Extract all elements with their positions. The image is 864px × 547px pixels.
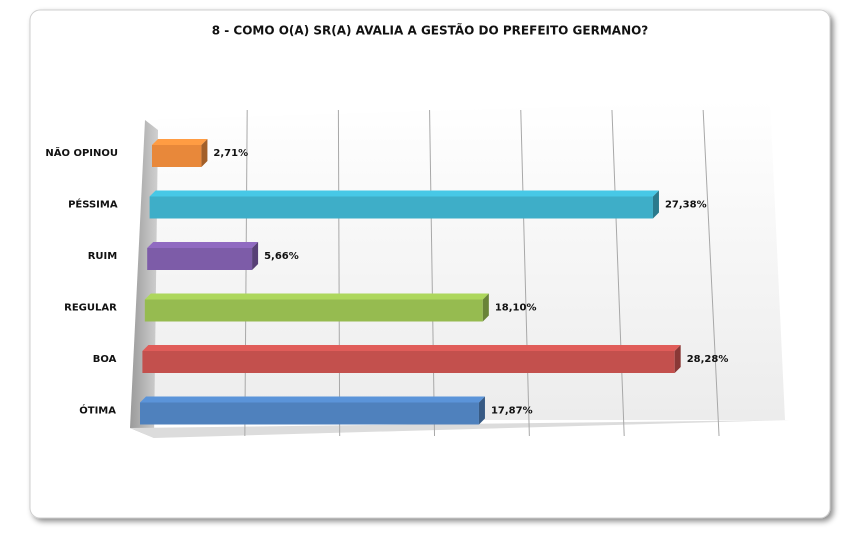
value-label: 28,28% <box>687 354 729 365</box>
bar-top <box>149 190 659 197</box>
grid-line <box>520 109 530 437</box>
grid-line <box>429 109 436 437</box>
bar <box>140 402 479 425</box>
y-tick-label: NÃO OPINOU <box>45 146 118 159</box>
grid-line <box>244 109 248 437</box>
bar-top <box>152 139 208 145</box>
plot-back <box>150 100 785 420</box>
grid-line <box>611 109 625 437</box>
bar-end <box>252 242 259 270</box>
y-tick-label: BOA <box>93 354 117 365</box>
grid-line <box>337 109 341 437</box>
bar-top <box>147 242 259 248</box>
bar-end <box>652 190 659 219</box>
grid-line <box>702 109 720 437</box>
bar <box>149 196 653 219</box>
bar-top <box>140 396 485 403</box>
value-label: 27,38% <box>665 200 707 211</box>
y-tick-label: REGULAR <box>64 303 117 314</box>
bar <box>144 299 483 322</box>
value-label: 5,66% <box>264 251 299 262</box>
bar <box>147 248 253 270</box>
bar-top <box>144 293 489 300</box>
y-tick-label: ÓTIMA <box>79 404 116 417</box>
y-tick-label: RUIM <box>88 251 118 262</box>
bar-end <box>482 293 489 322</box>
bar <box>142 351 675 373</box>
bar-end <box>674 345 681 373</box>
value-label: 17,87% <box>491 406 533 417</box>
chart-title: 8 - COMO O(A) SR(A) AVALIA A GESTÃO DO P… <box>212 23 649 38</box>
bar-end <box>201 139 208 167</box>
value-label: 18,10% <box>495 303 537 314</box>
value-label: 2,71% <box>213 148 248 159</box>
bar-end <box>478 396 485 425</box>
bar-top <box>142 345 681 351</box>
y-tick-label: PÉSSIMA <box>68 198 118 211</box>
floor <box>130 420 790 438</box>
bar <box>152 145 202 167</box>
